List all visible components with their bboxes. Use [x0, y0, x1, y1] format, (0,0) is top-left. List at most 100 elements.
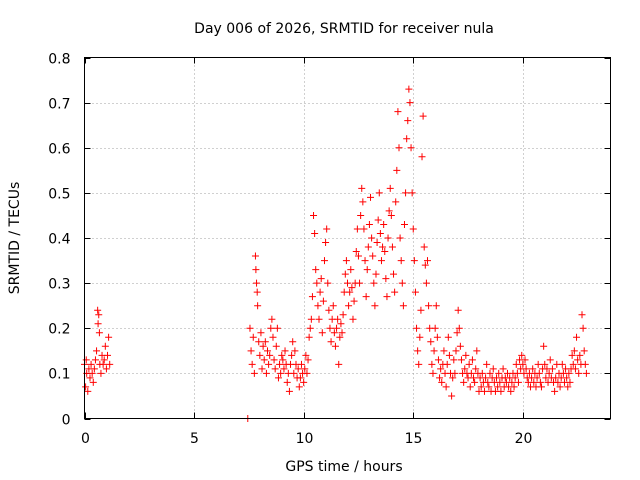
data-point [393, 166, 401, 174]
data-point [383, 293, 391, 301]
data-point [336, 333, 344, 341]
data-point [89, 378, 97, 386]
data-point [486, 369, 494, 377]
data-point [466, 383, 474, 391]
data-point [387, 211, 395, 219]
data-point [303, 369, 311, 377]
data-point [315, 315, 323, 323]
data-point [104, 351, 112, 359]
data-point [252, 266, 260, 274]
data-point [339, 311, 347, 319]
data-point [329, 302, 337, 310]
data-point [388, 243, 396, 251]
data-point [461, 365, 469, 373]
data-point [267, 324, 275, 332]
data-point [360, 225, 368, 233]
data-point [470, 374, 478, 382]
data-point [82, 356, 90, 364]
data-point [482, 374, 490, 382]
y-tick-label: 0.1 [48, 367, 70, 383]
data-point [333, 324, 341, 332]
y-tick-label: 0.6 [48, 142, 70, 158]
data-point [337, 320, 345, 328]
data-point [259, 342, 267, 350]
data-point [105, 333, 113, 341]
data-point [430, 347, 438, 355]
data-point [296, 374, 304, 382]
data-point [283, 378, 291, 386]
data-point [529, 365, 537, 373]
data-point [100, 356, 108, 364]
data-point [448, 392, 456, 400]
data-point [246, 324, 254, 332]
data-point [300, 378, 308, 386]
data-point [413, 324, 421, 332]
data-point [91, 356, 99, 364]
data-point [465, 360, 473, 368]
data-point [436, 374, 444, 382]
data-point [427, 338, 435, 346]
data-point [310, 211, 318, 219]
data-point [394, 108, 402, 116]
data-point [571, 365, 579, 373]
data-point [574, 356, 582, 364]
data-point [250, 369, 258, 377]
data-point [530, 378, 538, 386]
data-point [554, 378, 562, 386]
x-tick-label: 15 [405, 431, 423, 447]
data-point [449, 374, 457, 382]
data-point [382, 275, 390, 283]
data-point [356, 279, 364, 287]
data-point [338, 329, 346, 337]
data-point [396, 234, 404, 242]
data-point [90, 365, 98, 373]
data-point [485, 383, 493, 391]
data-point [409, 225, 417, 233]
data-point [533, 374, 541, 382]
data-point [403, 135, 411, 143]
data-point [472, 365, 480, 373]
data-point [390, 270, 398, 278]
data-point [261, 338, 269, 346]
data-point [455, 324, 463, 332]
data-point [489, 365, 497, 373]
data-point [514, 378, 522, 386]
data-point [443, 360, 451, 368]
data-point [432, 302, 440, 310]
data-point [419, 112, 427, 120]
data-point [307, 315, 315, 323]
data-point [277, 369, 285, 377]
data-point [253, 288, 261, 296]
y-tick-label: 0.2 [48, 322, 70, 338]
x-tick-label: 20 [515, 431, 533, 447]
data-point [372, 270, 380, 278]
data-point [361, 257, 369, 265]
data-point [377, 257, 385, 265]
data-point [95, 329, 103, 337]
data-point [87, 360, 95, 368]
data-point [564, 383, 572, 391]
data-point [398, 279, 406, 287]
data-point [278, 351, 286, 359]
data-point [521, 356, 529, 364]
chart-title: Day 006 of 2026, SRMTID for receiver nul… [194, 21, 494, 37]
data-point [375, 189, 383, 197]
data-point [295, 383, 303, 391]
data-point [317, 275, 325, 283]
data-point [473, 347, 481, 355]
data-point [437, 365, 445, 373]
data-point [380, 220, 388, 228]
data-point [318, 329, 326, 337]
data-point [289, 338, 297, 346]
data-point [513, 369, 521, 377]
data-point [281, 347, 289, 355]
data-point [327, 338, 335, 346]
data-point [345, 302, 353, 310]
data-point [335, 360, 343, 368]
data-point [362, 293, 370, 301]
data-point [341, 270, 349, 278]
data-point [94, 320, 102, 328]
data-point [576, 351, 584, 359]
data-point [88, 369, 96, 377]
data-point [346, 288, 354, 296]
